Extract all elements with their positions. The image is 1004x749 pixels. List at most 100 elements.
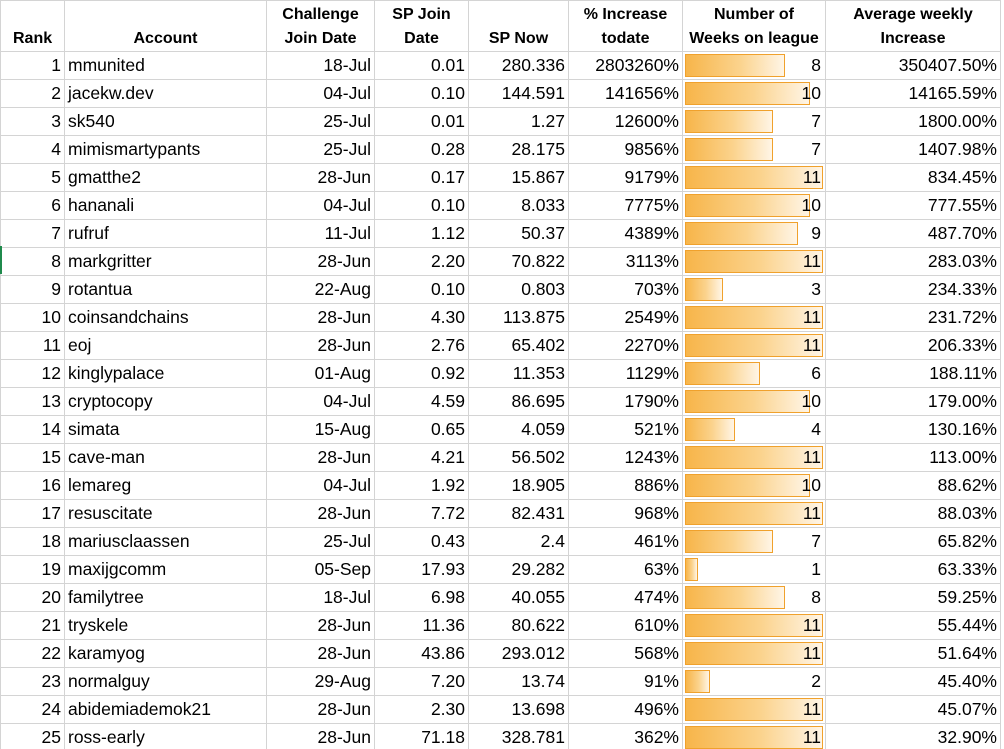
pct-increase-cell[interactable]: 141656% [568, 79, 683, 108]
account-cell[interactable]: ross-early [64, 723, 267, 749]
account-cell[interactable]: mimismartypants [64, 135, 267, 164]
sp-join-cell[interactable]: 0.65 [374, 415, 469, 444]
join-date-cell[interactable]: 28-Jun [266, 303, 375, 332]
weeks-cell[interactable]: 7 [682, 107, 826, 136]
sp-join-cell[interactable]: 0.92 [374, 359, 469, 388]
weeks-cell[interactable]: 11 [682, 695, 826, 724]
sp-join-cell[interactable]: 1.12 [374, 219, 469, 248]
account-cell[interactable]: rotantua [64, 275, 267, 304]
avg-weekly-cell[interactable]: 14165.59% [825, 79, 1001, 108]
avg-weekly-cell[interactable]: 32.90% [825, 723, 1001, 749]
header-join-date[interactable]: Challenge Join Date [266, 0, 375, 52]
join-date-cell[interactable]: 28-Jun [266, 611, 375, 640]
account-cell[interactable]: gmatthe2 [64, 163, 267, 192]
join-date-cell[interactable]: 01-Aug [266, 359, 375, 388]
rank-cell[interactable]: 10 [0, 303, 65, 332]
pct-increase-cell[interactable]: 2549% [568, 303, 683, 332]
header-avg-weekly[interactable]: Average weekly Increase [825, 0, 1001, 52]
rank-cell[interactable]: 25 [0, 723, 65, 749]
rank-cell[interactable]: 6 [0, 191, 65, 220]
sp-join-cell[interactable]: 7.72 [374, 499, 469, 528]
sp-now-cell[interactable]: 4.059 [468, 415, 569, 444]
sp-now-cell[interactable]: 18.905 [468, 471, 569, 500]
rank-cell[interactable]: 5 [0, 163, 65, 192]
sp-now-cell[interactable]: 65.402 [468, 331, 569, 360]
avg-weekly-cell[interactable]: 45.07% [825, 695, 1001, 724]
sp-join-cell[interactable]: 7.20 [374, 667, 469, 696]
sp-now-cell[interactable]: 80.622 [468, 611, 569, 640]
rank-cell[interactable]: 14 [0, 415, 65, 444]
weeks-cell[interactable]: 8 [682, 51, 826, 80]
sp-join-cell[interactable]: 0.10 [374, 191, 469, 220]
join-date-cell[interactable]: 11-Jul [266, 219, 375, 248]
avg-weekly-cell[interactable]: 45.40% [825, 667, 1001, 696]
join-date-cell[interactable]: 28-Jun [266, 723, 375, 749]
sp-now-cell[interactable]: 56.502 [468, 443, 569, 472]
weeks-cell[interactable]: 10 [682, 471, 826, 500]
account-cell[interactable]: normalguy [64, 667, 267, 696]
avg-weekly-cell[interactable]: 88.62% [825, 471, 1001, 500]
header-sp-now[interactable]: SP Now [468, 0, 569, 52]
sp-now-cell[interactable]: 293.012 [468, 639, 569, 668]
join-date-cell[interactable]: 18-Jul [266, 583, 375, 612]
account-cell[interactable]: kinglypalace [64, 359, 267, 388]
rank-cell[interactable]: 13 [0, 387, 65, 416]
avg-weekly-cell[interactable]: 350407.50% [825, 51, 1001, 80]
account-cell[interactable]: simata [64, 415, 267, 444]
join-date-cell[interactable]: 29-Aug [266, 667, 375, 696]
pct-increase-cell[interactable]: 7775% [568, 191, 683, 220]
pct-increase-cell[interactable]: 1790% [568, 387, 683, 416]
weeks-cell[interactable]: 11 [682, 303, 826, 332]
join-date-cell[interactable]: 04-Jul [266, 79, 375, 108]
header-account[interactable]: Account [64, 0, 267, 52]
account-cell[interactable]: abidemiademok21 [64, 695, 267, 724]
join-date-cell[interactable]: 28-Jun [266, 331, 375, 360]
sp-now-cell[interactable]: 280.336 [468, 51, 569, 80]
sp-now-cell[interactable]: 113.875 [468, 303, 569, 332]
join-date-cell[interactable]: 05-Sep [266, 555, 375, 584]
pct-increase-cell[interactable]: 521% [568, 415, 683, 444]
rank-cell[interactable]: 12 [0, 359, 65, 388]
join-date-cell[interactable]: 04-Jul [266, 471, 375, 500]
weeks-cell[interactable]: 10 [682, 191, 826, 220]
pct-increase-cell[interactable]: 1243% [568, 443, 683, 472]
sp-join-cell[interactable]: 4.21 [374, 443, 469, 472]
sp-now-cell[interactable]: 13.74 [468, 667, 569, 696]
account-cell[interactable]: cryptocopy [64, 387, 267, 416]
sp-join-cell[interactable]: 1.92 [374, 471, 469, 500]
weeks-cell[interactable]: 11 [682, 247, 826, 276]
account-cell[interactable]: familytree [64, 583, 267, 612]
avg-weekly-cell[interactable]: 283.03% [825, 247, 1001, 276]
rank-cell[interactable]: 3 [0, 107, 65, 136]
account-cell[interactable]: sk540 [64, 107, 267, 136]
sp-now-cell[interactable]: 70.822 [468, 247, 569, 276]
rank-cell[interactable]: 22 [0, 639, 65, 668]
rank-cell[interactable]: 23 [0, 667, 65, 696]
sp-now-cell[interactable]: 2.4 [468, 527, 569, 556]
join-date-cell[interactable]: 28-Jun [266, 639, 375, 668]
pct-increase-cell[interactable]: 2270% [568, 331, 683, 360]
sp-now-cell[interactable]: 82.431 [468, 499, 569, 528]
avg-weekly-cell[interactable]: 777.55% [825, 191, 1001, 220]
account-cell[interactable]: eoj [64, 331, 267, 360]
pct-increase-cell[interactable]: 703% [568, 275, 683, 304]
weeks-cell[interactable]: 4 [682, 415, 826, 444]
pct-increase-cell[interactable]: 1129% [568, 359, 683, 388]
account-cell[interactable]: tryskele [64, 611, 267, 640]
weeks-cell[interactable]: 9 [682, 219, 826, 248]
rank-cell[interactable]: 9 [0, 275, 65, 304]
sp-join-cell[interactable]: 2.30 [374, 695, 469, 724]
sp-now-cell[interactable]: 1.27 [468, 107, 569, 136]
sp-join-cell[interactable]: 0.10 [374, 275, 469, 304]
sp-now-cell[interactable]: 8.033 [468, 191, 569, 220]
avg-weekly-cell[interactable]: 63.33% [825, 555, 1001, 584]
sp-join-cell[interactable]: 0.01 [374, 51, 469, 80]
rank-cell[interactable]: 17 [0, 499, 65, 528]
rank-cell[interactable]: 8 [0, 247, 65, 276]
account-cell[interactable]: markgritter [64, 247, 267, 276]
weeks-cell[interactable]: 6 [682, 359, 826, 388]
sp-now-cell[interactable]: 86.695 [468, 387, 569, 416]
join-date-cell[interactable]: 25-Jul [266, 107, 375, 136]
avg-weekly-cell[interactable]: 88.03% [825, 499, 1001, 528]
